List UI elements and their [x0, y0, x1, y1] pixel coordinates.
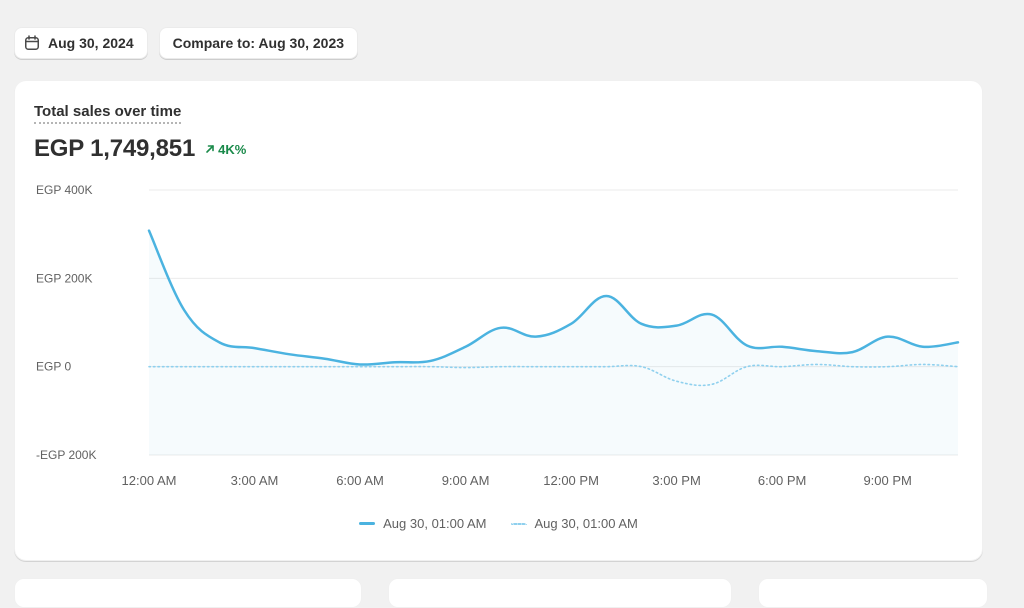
- total-sales-card: Total sales over time EGP 1,749,851 4K% …: [14, 80, 983, 561]
- legend-swatch-solid: [359, 522, 376, 525]
- bottom-card: [388, 578, 732, 608]
- legend-swatch-dotted: [510, 522, 527, 525]
- x-tick-label: 3:00 AM: [231, 473, 279, 488]
- metric-row: EGP 1,749,851 4K%: [34, 135, 246, 163]
- y-tick-label: EGP 400K: [36, 183, 92, 197]
- bottom-cards-row: [14, 578, 988, 608]
- date-picker-button[interactable]: Aug 30, 2024: [14, 27, 148, 59]
- sales-line-chart[interactable]: EGP 400K EGP 200K EGP 0 -EGP 200K 12:00 AM 3…: [14, 80, 983, 510]
- x-tick-label: 9:00 PM: [863, 473, 911, 488]
- metric-value: EGP 1,749,851: [34, 135, 196, 162]
- y-tick-label: EGP 0: [36, 360, 71, 374]
- legend-label-primary: Aug 30, 01:00 AM: [383, 516, 487, 531]
- legend-item-primary[interactable]: Aug 30, 01:00 AM: [359, 516, 487, 531]
- x-tick-label: 6:00 AM: [336, 473, 384, 488]
- compare-date-button[interactable]: Compare to: Aug 30, 2023: [158, 27, 359, 59]
- legend-label-comparison: Aug 30, 01:00 AM: [534, 516, 638, 531]
- series-line-primary[interactable]: [147, 229, 960, 366]
- date-label: Aug 30, 2024: [48, 35, 134, 51]
- x-tick-label: 9:00 AM: [442, 473, 490, 488]
- calendar-icon: [24, 35, 40, 51]
- x-tick-label: 6:00 PM: [758, 473, 806, 488]
- y-tick-label: -EGP 200K: [36, 448, 96, 462]
- metric-change-label: 4K%: [218, 141, 247, 157]
- series-line-comparison[interactable]: [148, 363, 959, 387]
- series-lines: [147, 229, 960, 387]
- series-area-fill: [149, 230, 958, 455]
- arrow-up-right-icon: [205, 142, 215, 157]
- chart-legend: Aug 30, 01:00 AM Aug 30, 01:00 AM: [14, 516, 983, 531]
- legend-item-comparison[interactable]: Aug 30, 01:00 AM: [510, 516, 638, 531]
- x-axis-labels: 12:00 AM 3:00 AM 6:00 AM 9:00 AM 12:00 PM 3:0…: [122, 473, 912, 488]
- x-tick-label: 12:00 PM: [543, 473, 599, 488]
- card-title[interactable]: Total sales over time: [34, 103, 182, 124]
- bottom-card: [14, 578, 362, 608]
- series-area: [149, 230, 958, 455]
- x-tick-label: 12:00 AM: [122, 473, 177, 488]
- toolbar: Aug 30, 2024 Compare to: Aug 30, 2023: [14, 27, 359, 59]
- y-axis-labels: EGP 400K EGP 200K EGP 0 -EGP 200K: [36, 183, 96, 462]
- bottom-card: [758, 578, 988, 608]
- compare-label: Compare to: Aug 30, 2023: [172, 35, 345, 51]
- y-tick-label: EGP 200K: [36, 271, 92, 285]
- x-tick-label: 3:00 PM: [652, 473, 700, 488]
- metric-change-badge: 4K%: [205, 142, 246, 157]
